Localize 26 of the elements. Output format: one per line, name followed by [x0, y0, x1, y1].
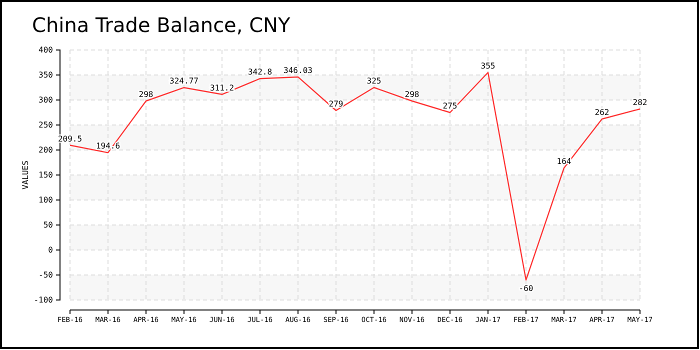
y-tick-label: 150: [38, 170, 54, 180]
y-tick-label: 250: [38, 120, 54, 130]
y-tick-label: 400: [38, 46, 54, 55]
data-label: 262: [594, 108, 610, 117]
y-tick-label: -100: [34, 296, 54, 305]
data-label: 282: [632, 98, 648, 107]
chart-title: China Trade Balance, CNY: [32, 13, 292, 37]
data-label: 355: [480, 62, 496, 70]
data-label: 298: [138, 90, 154, 99]
data-label: 275: [442, 102, 458, 110]
y-tick-label: 350: [38, 70, 54, 80]
y-axis-title: VALUES: [21, 160, 30, 190]
y-tick-label: 0: [48, 246, 54, 255]
data-label: 279: [328, 100, 344, 108]
data-label: 346.03: [284, 66, 313, 75]
data-label: 342.8: [248, 68, 272, 77]
data-label: 325: [366, 76, 382, 86]
y-tick-label: 100: [38, 196, 54, 205]
data-label: 324.77: [170, 76, 199, 86]
data-label: -60: [518, 284, 534, 293]
y-tick-label: 300: [38, 96, 54, 105]
y-tick-label: 50: [43, 220, 54, 230]
data-label: 311.2: [210, 83, 234, 92]
y-tick-label: -50: [38, 270, 54, 280]
y-tick-label: 200: [38, 146, 54, 155]
data-label: 298: [404, 90, 420, 99]
